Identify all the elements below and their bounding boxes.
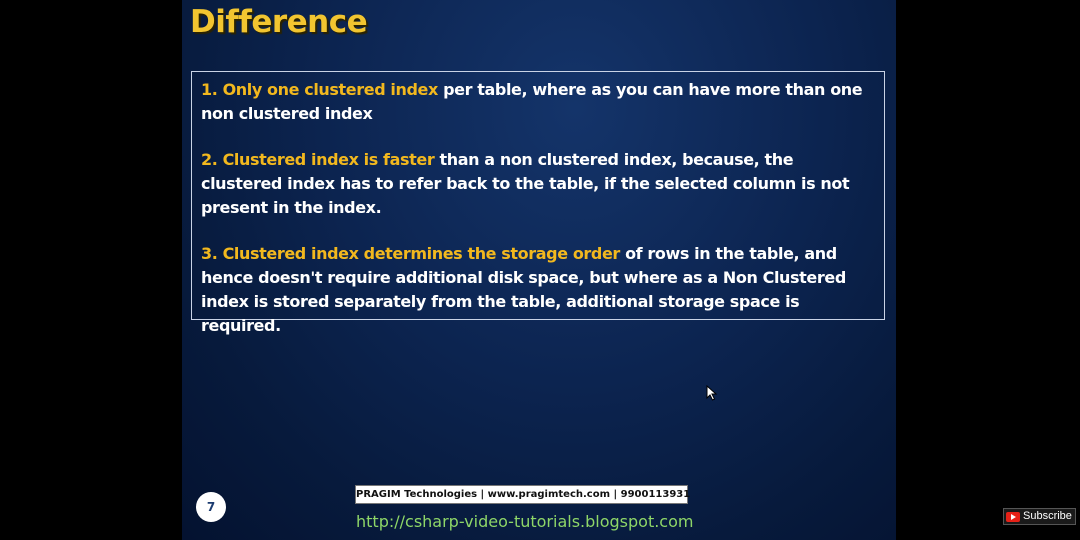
slide-title: Difference — [190, 4, 368, 40]
content-box: 1. Only one clustered index per table, w… — [191, 71, 885, 335]
presentation-slide: Difference 1. Only one clustered index p… — [182, 0, 896, 540]
point-2-highlight: 2. Clustered index is faster — [201, 150, 435, 169]
mouse-cursor-icon — [706, 385, 718, 401]
subscribe-label: Subscribe — [1023, 510, 1072, 522]
point-2-text: than a non clustered index, because, the… — [201, 150, 850, 217]
point-3: 3. Clustered index determines the storag… — [201, 242, 876, 338]
slide-number: 7 — [196, 492, 226, 522]
subscribe-button[interactable]: Subscribe — [1003, 508, 1076, 525]
point-3-highlight: 3. Clustered index determines the storag… — [201, 244, 620, 263]
youtube-icon — [1006, 511, 1020, 522]
point-1-text: per table, where as you can have more th… — [201, 80, 863, 123]
point-1-highlight: 1. Only one clustered index — [201, 80, 438, 99]
point-2: 2. Clustered index is faster than a non … — [201, 148, 876, 220]
footer-banner: PRAGIM Technologies | www.pragimtech.com… — [355, 485, 690, 504]
footer-url: http://csharp-video-tutorials.blogspot.c… — [356, 512, 694, 531]
point-3-text: of rows in the table, and hence doesn't … — [201, 244, 846, 335]
point-1: 1. Only one clustered index per table, w… — [201, 78, 876, 126]
